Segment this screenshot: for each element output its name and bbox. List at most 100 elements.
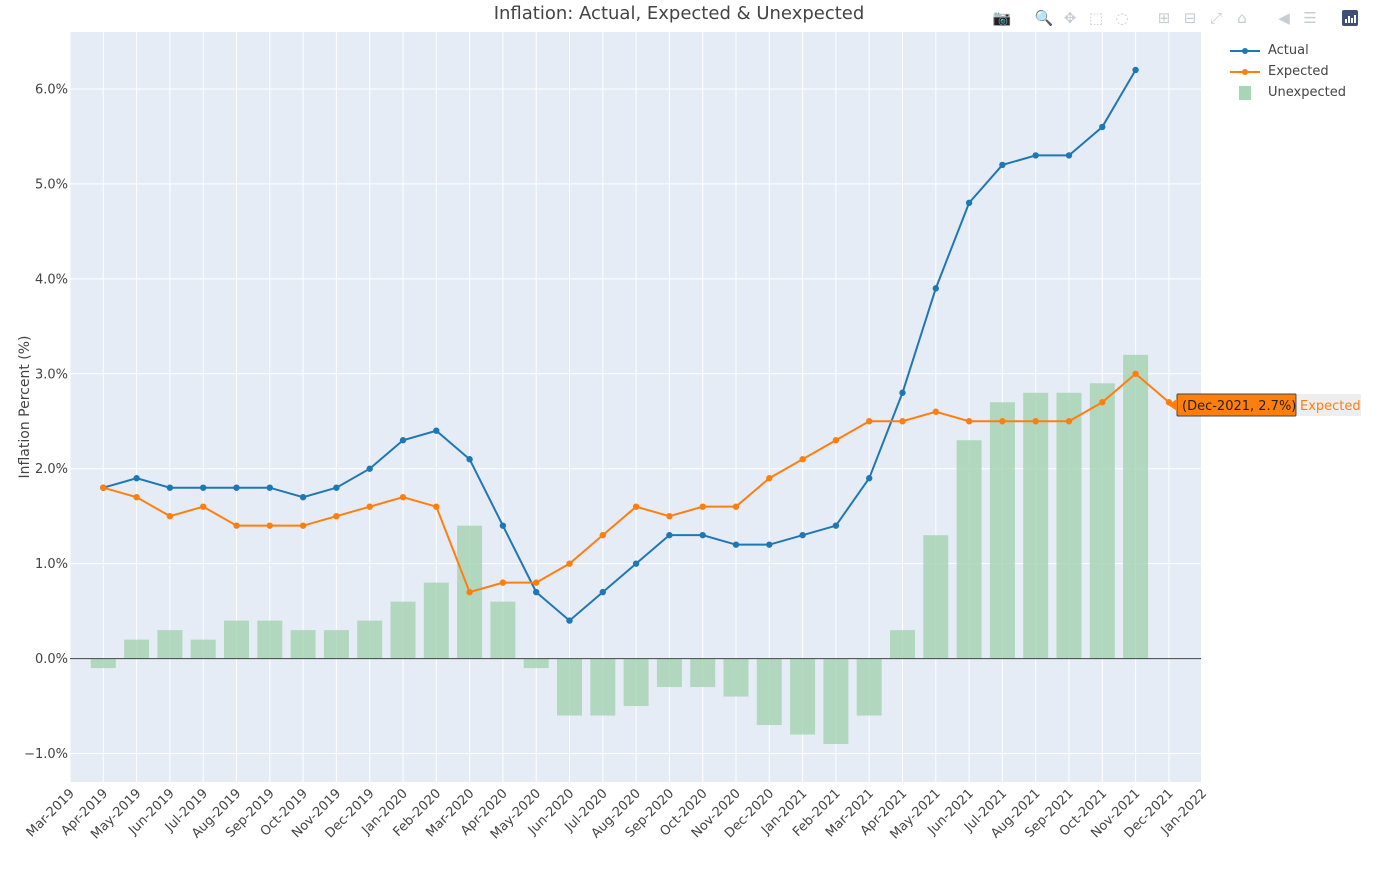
actual-point — [766, 541, 773, 548]
unexpected-bar — [257, 620, 283, 659]
actual-point — [499, 522, 507, 529]
unexpected-bar — [590, 658, 616, 716]
unexpected-bar — [523, 658, 549, 669]
legend-label-unexpected: Unexpected — [1268, 85, 1346, 100]
actual-point — [233, 484, 240, 491]
actual-point — [932, 285, 939, 292]
hover-tooltip: (Dec-2021, 2.7%) Expected — [1168, 393, 1361, 417]
y-tick-label: 1.0% — [35, 557, 68, 572]
expected-point — [533, 579, 540, 586]
y-tick-label: 0.0% — [35, 652, 68, 667]
plotly-logo[interactable] — [1342, 10, 1358, 26]
pan-icon[interactable]: ✥ — [1063, 9, 1077, 27]
zoom-icon[interactable]: 🔍 — [1034, 9, 1054, 27]
unexpected-bar — [656, 658, 682, 688]
unexpected-bar — [723, 658, 749, 697]
unexpected-bar — [690, 658, 716, 688]
actual-point — [999, 161, 1006, 169]
y-axis-label: Inflation Percent (%) — [17, 335, 33, 478]
legend-label-actual: Actual — [1268, 43, 1309, 58]
line-series — [100, 66, 1173, 624]
expected-point — [233, 522, 240, 529]
expected-point — [499, 579, 507, 586]
x-axis-ticks: Mar-2019Apr-2019May-2019Jun-2019Jul-2019… — [24, 786, 1210, 842]
actual-point — [599, 588, 606, 596]
actual-point — [1065, 152, 1073, 159]
unexpected-bar — [290, 630, 316, 659]
actual-point — [632, 560, 640, 567]
actual-point — [732, 541, 740, 548]
expected-point — [466, 588, 473, 596]
actual-point — [1032, 152, 1039, 159]
legend-expected-symbol — [1230, 68, 1260, 75]
expected-point — [299, 522, 307, 529]
legend-item-unexpected[interactable]: Unexpected — [1228, 82, 1346, 103]
legend-unexpected-symbol — [1239, 85, 1251, 100]
actual-line — [103, 69, 1137, 622]
expected-point — [566, 560, 573, 567]
actual-point — [533, 588, 540, 596]
autoscale-icon[interactable]: ⤢ — [1209, 9, 1222, 27]
expected-point — [1132, 370, 1139, 377]
legend: Actual Expected Unexpected — [1228, 40, 1346, 103]
actual-point — [866, 475, 873, 482]
actual-point — [566, 617, 573, 624]
unexpected-bar — [1056, 392, 1082, 659]
lasso-icon[interactable]: ◌ — [1115, 9, 1129, 27]
camera-icon[interactable]: 📷 — [992, 9, 1012, 27]
y-tick-label: 4.0% — [35, 272, 68, 287]
hover-arrow — [1168, 399, 1177, 411]
actual-point — [899, 389, 906, 396]
chart-title: Inflation: Actual, Expected & Unexpected — [494, 3, 865, 24]
expected-point — [732, 503, 740, 510]
unexpected-bar — [1023, 392, 1049, 659]
expected-point — [200, 503, 207, 510]
unexpected-bar — [856, 658, 882, 716]
y-tick-label: 6.0% — [35, 82, 68, 97]
expected-point — [266, 522, 273, 529]
legend-label-expected: Expected — [1268, 64, 1329, 79]
expected-point — [366, 503, 373, 510]
zoom-in-icon[interactable]: ⊞ — [1157, 9, 1171, 27]
unexpected-bar — [124, 639, 150, 659]
zoom-out-icon[interactable]: ⊟ — [1183, 9, 1197, 27]
expected-point — [866, 418, 873, 425]
expected-point — [799, 456, 806, 463]
expected-point — [1065, 418, 1073, 425]
y-axis-ticks: −1.0% 0.0% 1.0% 2.0% 3.0% 4.0% 5.0% 6.0% — [24, 82, 68, 762]
hover-series-name: Expected — [1300, 399, 1361, 414]
actual-point — [466, 456, 473, 463]
unexpected-bar — [623, 658, 649, 707]
legend-item-actual[interactable]: Actual — [1228, 40, 1346, 61]
expected-point — [899, 418, 906, 425]
hover-label-text: (Dec-2021, 2.7%) — [1182, 399, 1296, 414]
hover-series-box — [1297, 394, 1361, 416]
expected-point — [666, 512, 673, 520]
y-tick-label: −1.0% — [24, 747, 68, 762]
expected-point — [699, 503, 706, 510]
expected-point — [766, 475, 773, 482]
legend-actual-symbol — [1230, 47, 1260, 54]
expected-point — [632, 503, 640, 510]
unexpected-bar — [190, 639, 216, 659]
reset-axes-icon[interactable]: ⌂ — [1237, 9, 1247, 27]
expected-point — [333, 512, 340, 520]
legend-item-expected[interactable]: Expected — [1228, 61, 1346, 82]
actual-point — [699, 531, 706, 539]
box-select-icon[interactable]: ⬚ — [1088, 9, 1104, 27]
expected-point — [100, 484, 107, 491]
unexpected-bar — [790, 658, 816, 735]
unexpected-bar — [423, 582, 449, 659]
compare-hover-icon[interactable]: ☰ — [1303, 9, 1317, 27]
unexpected-bar — [224, 620, 249, 659]
actual-point — [433, 427, 440, 434]
expected-point — [999, 418, 1006, 425]
unexpected-bar — [890, 630, 915, 659]
spike-lines-icon[interactable]: ◀ — [1278, 9, 1290, 27]
actual-point — [299, 493, 307, 501]
y-tick-label: 3.0% — [35, 367, 68, 382]
expected-point — [399, 493, 407, 501]
unexpected-bar — [823, 658, 849, 745]
expected-point — [965, 418, 973, 425]
